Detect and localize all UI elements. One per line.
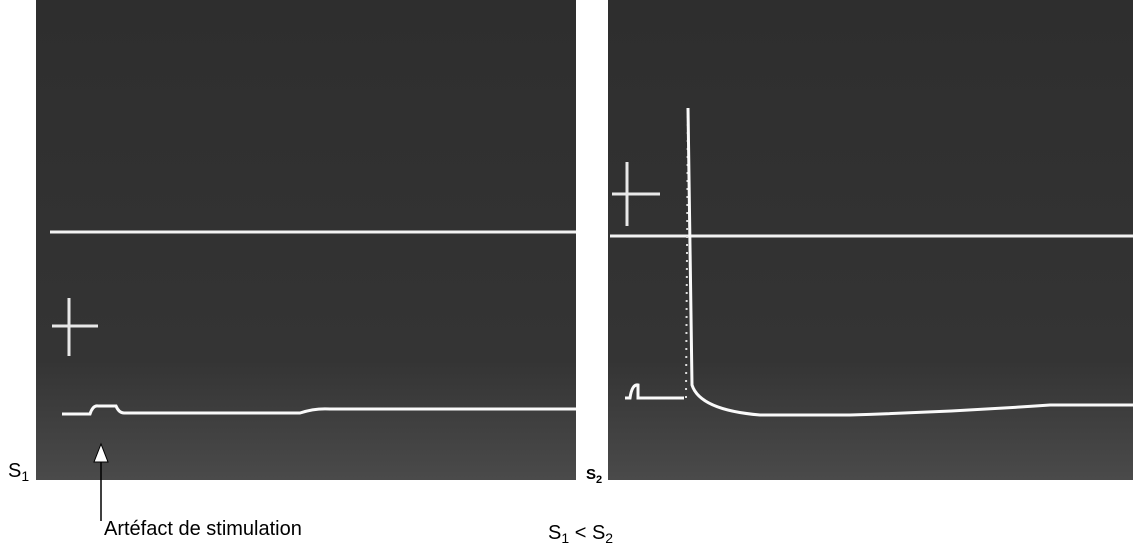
text: S bbox=[586, 466, 597, 483]
text: 2 bbox=[605, 530, 614, 546]
text: S bbox=[591, 522, 606, 544]
annotation-text: Artéfact de stimulation bbox=[104, 518, 302, 540]
comparison: S1 < S2 bbox=[548, 522, 613, 546]
screen bbox=[608, 0, 1133, 480]
text: S bbox=[548, 522, 562, 544]
cross-marker bbox=[52, 298, 98, 356]
text: 2 bbox=[596, 474, 603, 486]
text: 1 bbox=[561, 530, 570, 546]
shape bbox=[93, 442, 109, 463]
screen bbox=[36, 0, 576, 480]
trace bbox=[686, 107, 1133, 417]
trace bbox=[62, 404, 576, 416]
text: 1 bbox=[21, 468, 30, 484]
cross-marker bbox=[612, 162, 660, 226]
spike bbox=[685, 104, 689, 399]
panel-label: S2 bbox=[586, 466, 602, 486]
text: S bbox=[8, 460, 22, 482]
annotation-arrow bbox=[93, 442, 109, 521]
left-panel bbox=[36, 0, 576, 480]
text: < bbox=[574, 522, 587, 544]
right-panel bbox=[608, 0, 1133, 480]
panel-label: S1 bbox=[8, 460, 29, 484]
trace bbox=[625, 383, 684, 400]
